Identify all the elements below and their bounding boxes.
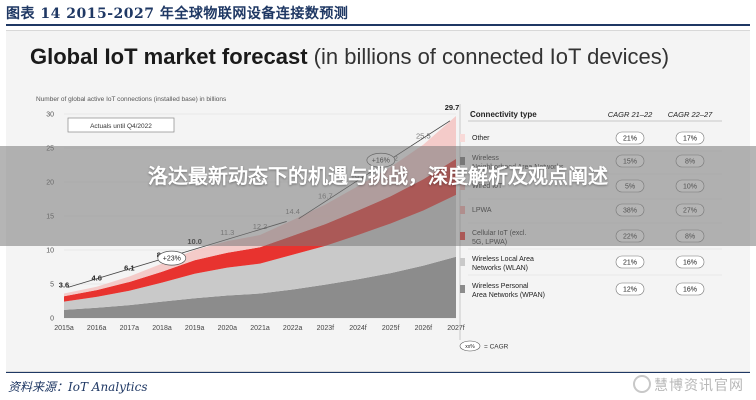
cagr2-value: 16% bbox=[683, 287, 697, 294]
cagr-note: = CAGR bbox=[484, 344, 509, 351]
x-tick-label: 2025f bbox=[382, 325, 400, 332]
x-tick-label: 2016a bbox=[87, 325, 107, 332]
cagr-note-symbol: xx% bbox=[465, 344, 475, 350]
watermark: 慧博资讯官网 bbox=[633, 375, 744, 395]
total-label: 29.7 bbox=[445, 103, 460, 112]
x-tick-label: 2018a bbox=[152, 325, 172, 332]
legend-swatch bbox=[460, 134, 465, 142]
legend-swatch bbox=[460, 285, 465, 293]
actuals-box bbox=[67, 117, 175, 133]
legend-label: Wireless Local Area bbox=[472, 256, 534, 263]
source-note: 资料来源：IoT Analytics bbox=[8, 380, 148, 394]
y-tick-label: 5 bbox=[50, 282, 54, 289]
area-wlan bbox=[64, 194, 456, 310]
total-label: 25.5 bbox=[416, 132, 431, 141]
x-tick-label: 2026f bbox=[415, 325, 433, 332]
cagr1-value: 21% bbox=[623, 136, 637, 143]
cagr2-pill bbox=[675, 131, 705, 145]
figure-header: 图表 14 2015-2027 年全球物联网设备连接数预测 bbox=[0, 0, 756, 26]
x-tick-label: 2027f bbox=[447, 325, 465, 332]
y-tick-label: 30 bbox=[46, 112, 54, 119]
table-header-cagr1: CAGR 21–22 bbox=[608, 110, 653, 119]
chart-subtitle: Number of global active IoT connections … bbox=[36, 96, 227, 103]
x-tick-label: 2024f bbox=[349, 325, 367, 332]
cagr-note-bubble bbox=[459, 340, 481, 352]
legend-label: Other bbox=[472, 135, 490, 142]
cagr1-pill bbox=[615, 131, 645, 145]
y-tick-label: 0 bbox=[50, 316, 54, 323]
cagr2-pill bbox=[675, 282, 705, 296]
headline-bold: Global IoT market forecast bbox=[30, 44, 308, 69]
legend-label: Networks (WLAN) bbox=[472, 265, 528, 272]
x-tick-label: 2019a bbox=[185, 325, 205, 332]
x-tick-label: 2020a bbox=[218, 325, 238, 332]
chart-headline: Global IoT market forecast (in billions … bbox=[30, 44, 669, 70]
cagr2-value: 17% bbox=[683, 136, 697, 143]
total-label: 4.6 bbox=[91, 274, 101, 283]
table-header-type: Connectivity type bbox=[470, 110, 537, 119]
title-overlay: 洛达最新动态下的机遇与挑战，深度解析及观点阐述 bbox=[0, 146, 756, 246]
legend-label: Wireless Personal bbox=[472, 283, 529, 290]
cagr1-pill bbox=[615, 282, 645, 296]
cagr1-value: 12% bbox=[623, 287, 637, 294]
figure-caption: 图表 14 2015-2027 年全球物联网设备连接数预测 bbox=[6, 6, 349, 22]
x-tick-label: 2021a bbox=[250, 325, 270, 332]
x-tick-label: 2017a bbox=[120, 325, 140, 332]
watermark-icon bbox=[633, 375, 651, 393]
x-tick-label: 2023f bbox=[317, 325, 335, 332]
cagr-hist-label-bubble bbox=[157, 250, 187, 266]
total-label: 6.1 bbox=[124, 264, 134, 273]
x-tick-label: 2015a bbox=[54, 325, 74, 332]
legend-label: Area Networks (WPAN) bbox=[472, 292, 545, 299]
source-rule bbox=[6, 372, 750, 373]
cagr2-pill bbox=[675, 255, 705, 269]
cagr1-pill bbox=[615, 255, 645, 269]
area-wpan bbox=[64, 256, 456, 318]
watermark-text: 慧博资讯官网 bbox=[654, 378, 744, 394]
total-label: 3.6 bbox=[59, 281, 69, 290]
cagr2-value: 16% bbox=[683, 260, 697, 267]
table-header-cagr2: CAGR 22–27 bbox=[668, 110, 713, 119]
x-tick-label: 2022a bbox=[283, 325, 303, 332]
headline-rest: (in billions of connected IoT devices) bbox=[307, 44, 670, 69]
overlay-title: 洛达最新动态下的机遇与挑战，深度解析及观点阐述 bbox=[148, 164, 608, 188]
cagr-hist-label: +23% bbox=[163, 256, 181, 263]
actuals-label: Actuals until Q4/2022 bbox=[90, 123, 152, 130]
legend-swatch bbox=[460, 258, 465, 266]
header-rule bbox=[6, 24, 750, 26]
cagr1-value: 21% bbox=[623, 260, 637, 267]
y-tick-label: 10 bbox=[46, 248, 54, 255]
